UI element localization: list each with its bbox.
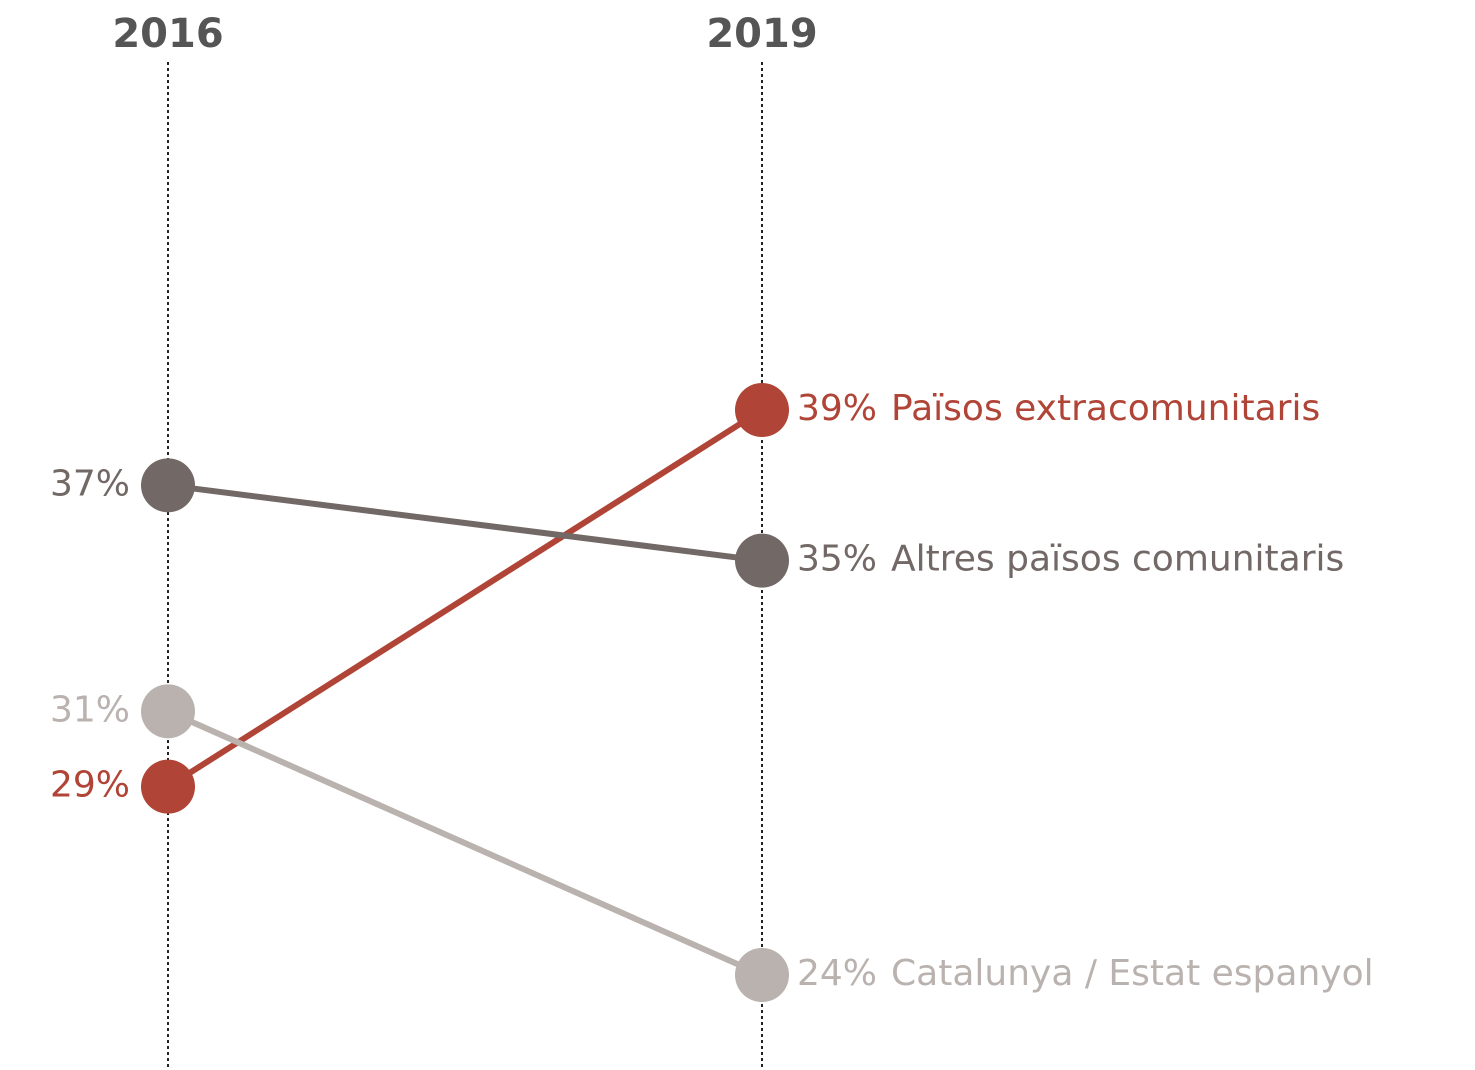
value-label: 31% — [50, 689, 130, 730]
series-label: 24% Catalunya / Estat espanyol — [797, 953, 1374, 994]
point — [141, 458, 195, 513]
series-name: Catalunya / Estat espanyol — [891, 953, 1374, 994]
point — [735, 383, 789, 437]
value-label: 39% — [797, 388, 877, 429]
value-label: 37% — [50, 463, 130, 504]
value-label: 29% — [50, 765, 130, 806]
slope-line — [166, 407, 764, 790]
slope-line — [167, 482, 763, 564]
point — [141, 759, 195, 814]
slope-line — [166, 708, 764, 978]
point — [141, 684, 195, 739]
value-label: 24% — [797, 953, 877, 994]
point — [735, 948, 789, 1002]
value-label: 35% — [797, 539, 877, 580]
series-label: 39% Països extracomunitaris — [797, 388, 1320, 429]
year-label: 2016 — [112, 11, 223, 57]
series-name: Altres països comunitaris — [891, 539, 1344, 580]
point — [735, 533, 789, 588]
series-name: Països extracomunitaris — [891, 388, 1320, 429]
series-label: 35% Altres països comunitaris — [797, 539, 1344, 580]
year-label: 2019 — [706, 11, 817, 57]
